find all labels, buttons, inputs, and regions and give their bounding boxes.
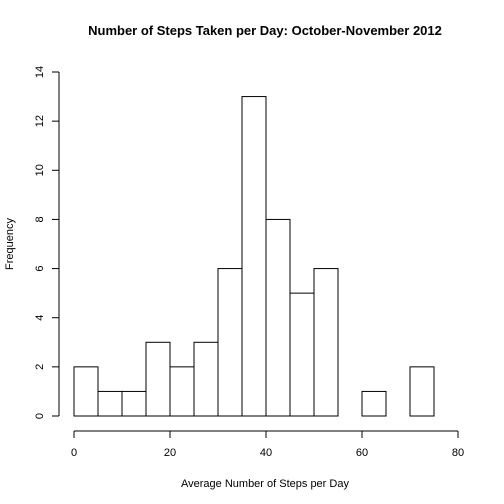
histogram-bar	[194, 342, 218, 416]
x-tick-label: 80	[452, 447, 464, 459]
x-tick-label: 0	[71, 447, 77, 459]
chart-title: Number of Steps Taken per Day: October-N…	[88, 23, 442, 38]
histogram-bar	[170, 367, 194, 416]
histogram-bar	[290, 293, 314, 416]
histogram-bar	[242, 97, 266, 416]
histogram-bar	[410, 367, 434, 416]
y-tick-label: 0	[34, 413, 46, 419]
y-axis: 0 2 4 6 8 10 12 14	[34, 66, 59, 419]
x-tick-label: 60	[356, 447, 368, 459]
x-tick-label: 40	[260, 447, 272, 459]
histogram-bar	[362, 391, 386, 416]
y-tick-label: 10	[34, 164, 46, 176]
y-tick-label: 8	[34, 216, 46, 222]
histogram-bar	[74, 367, 98, 416]
histogram-bar	[98, 391, 122, 416]
histogram-bar	[218, 269, 242, 416]
x-axis: 0 20 40 60 80	[71, 431, 464, 459]
x-tick-label: 20	[164, 447, 176, 459]
y-axis-label: Frequency	[4, 218, 16, 270]
y-tick-label: 4	[34, 315, 46, 321]
histogram-bar	[122, 391, 146, 416]
x-axis-label: Average Number of Steps per Day	[181, 478, 349, 490]
histogram-bar	[266, 219, 290, 416]
y-tick-label: 12	[34, 115, 46, 127]
histogram-bar	[146, 342, 170, 416]
y-tick-label: 2	[34, 364, 46, 370]
histogram-bar	[314, 269, 338, 416]
y-tick-label: 14	[34, 66, 46, 78]
bars-group	[74, 97, 434, 416]
y-tick-label: 6	[34, 266, 46, 272]
